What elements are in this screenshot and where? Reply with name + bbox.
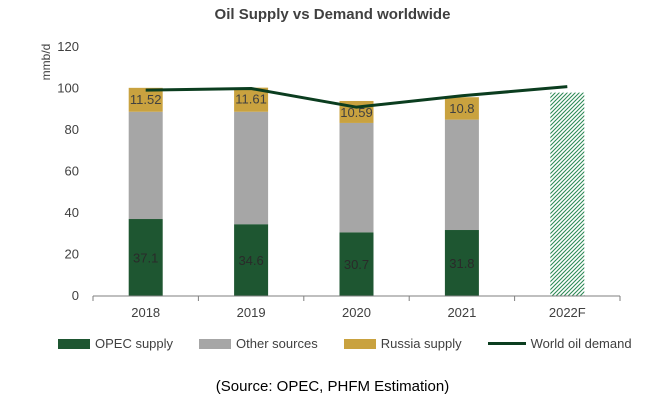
source-note: (Source: OPEC, PHFM Estimation): [215, 378, 450, 395]
x-tick-label: 2018: [131, 305, 160, 320]
y-tick-label: 20: [65, 247, 79, 262]
bar-segment-russia-supply: [444, 97, 479, 120]
x-axis: 2018 2019 2020 2021 2022F: [92, 295, 621, 320]
chart-title: Oil Supply vs Demand worldwide: [214, 6, 451, 23]
legend-swatch-other: [199, 338, 232, 349]
legend-item-opec: OPEC supply: [58, 336, 173, 351]
demand-line-group: [145, 85, 568, 109]
bar-segment-other-sources: [444, 119, 479, 231]
bar-segment-other-sources: [128, 111, 163, 220]
legend-label-russia: Russia supply: [380, 336, 462, 351]
bar-segment-opec-supply: [128, 219, 163, 296]
demand-line: [145, 85, 568, 109]
data-label: 11.52: [130, 92, 162, 107]
legend-item-russia: Russia supply: [343, 336, 462, 351]
legend-swatch-russia: [343, 338, 376, 349]
y-axis-label: mmb/d: [39, 44, 53, 81]
forecast-bar: [550, 92, 585, 297]
legend-label-other: Other sources: [236, 336, 318, 351]
legend-label-opec: OPEC supply: [95, 336, 174, 351]
data-label: 37.1: [133, 251, 158, 266]
bar-segment-other-sources: [234, 111, 269, 225]
bar-segment-opec-supply: [234, 224, 269, 296]
y-tick-label: 60: [65, 164, 79, 179]
bars-group: 37.1 11.52 34.6 11.61 30.7 10.59 31.8 10.8: [128, 87, 585, 297]
x-tick-label: 2022F: [549, 305, 586, 320]
data-label: 30.7: [344, 257, 369, 272]
y-tick-label: 100: [57, 81, 79, 96]
legend-item-other: Other sources: [199, 336, 318, 351]
y-tick-label: 80: [65, 122, 79, 137]
y-tick-label: 0: [72, 288, 79, 303]
data-label: 11.61: [235, 92, 267, 107]
y-tick-label: 120: [57, 39, 79, 54]
y-axis: 0 20 40 60 80 100 120 mmb/d: [39, 39, 79, 303]
x-tick-label: 2019: [237, 305, 266, 320]
data-label: 10.8: [449, 101, 474, 116]
legend-swatch-opec: [58, 338, 90, 349]
x-tick-label: 2021: [447, 305, 476, 320]
legend: OPEC supply Other sources Russia supply …: [58, 336, 632, 351]
data-label: 31.8: [449, 256, 474, 271]
data-label: 10.59: [340, 105, 373, 120]
bar-segment-opec-supply: [444, 230, 479, 296]
bar-segment-russia-supply: [128, 87, 163, 112]
legend-swatch-demand: [487, 342, 526, 345]
legend-item-demand: World oil demand: [487, 336, 632, 351]
bar-segment-opec-supply: [339, 232, 374, 296]
y-tick-label: 40: [65, 205, 79, 220]
bar-segment-other-sources: [339, 122, 374, 233]
x-tick-label: 2020: [342, 305, 371, 320]
legend-label-demand: World oil demand: [530, 336, 632, 351]
data-label: 34.6: [238, 253, 263, 268]
